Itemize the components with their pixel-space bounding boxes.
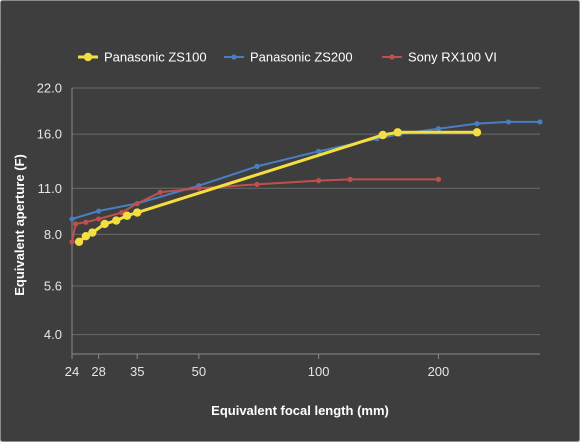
y-tick-label: 4.0 <box>44 327 62 342</box>
x-tick-label: 100 <box>308 364 330 379</box>
data-point <box>83 219 89 225</box>
legend-swatch-marker <box>83 52 93 62</box>
x-tick-label: 200 <box>428 364 450 379</box>
series-panasonic-zs100 <box>74 128 482 247</box>
data-point <box>88 228 97 237</box>
y-tick-label: 22.0 <box>37 81 62 96</box>
legend-label: Panasonic ZS100 <box>104 50 207 65</box>
legend: Panasonic ZS100 Panasonic ZS200 Sony RX100… <box>78 50 497 65</box>
gridlines <box>71 87 540 355</box>
data-point <box>122 211 132 220</box>
data-point <box>254 163 260 169</box>
legend-label: Sony RX100 VI <box>408 50 497 65</box>
data-point <box>72 221 79 227</box>
y-tick-label: 5.6 <box>44 278 62 293</box>
y-axis-ticks: 4.0 5.6 8.0 11.0 16.0 22.0 <box>37 81 62 343</box>
legend-item: Panasonic ZS200 <box>224 50 353 65</box>
data-point <box>157 189 163 195</box>
data-point <box>505 119 512 125</box>
data-point <box>81 231 91 241</box>
data-point <box>316 148 322 154</box>
legend-swatch-marker <box>231 54 237 60</box>
data-point <box>474 121 480 127</box>
data-point <box>119 209 125 216</box>
data-point <box>316 178 322 184</box>
x-tick-label: 24 <box>65 364 79 379</box>
data-point <box>254 181 260 188</box>
x-tick-label: 28 <box>91 364 105 379</box>
data-point <box>435 126 442 132</box>
legend-label: Panasonic ZS200 <box>250 50 353 65</box>
data-point <box>134 200 140 207</box>
data-point <box>378 130 388 140</box>
data-point <box>96 208 102 214</box>
data-point <box>196 185 202 191</box>
y-tick-label: 8.0 <box>44 227 62 242</box>
data-point <box>69 239 75 245</box>
legend-item: Panasonic ZS100 <box>78 50 207 65</box>
data-point <box>112 216 121 225</box>
x-axis-ticks: 24 28 35 50 100 200 <box>65 354 450 379</box>
data-point <box>472 128 482 137</box>
x-axis-title: Equivalent focal length (mm) <box>211 403 389 418</box>
data-point <box>96 216 102 222</box>
data-point <box>133 208 142 217</box>
series-layer <box>69 119 543 247</box>
data-point <box>69 216 75 222</box>
data-point <box>100 219 109 229</box>
data-point <box>74 237 84 247</box>
x-tick-label: 35 <box>130 364 144 379</box>
x-tick-label: 50 <box>192 364 206 379</box>
y-tick-label: 16.0 <box>37 127 62 142</box>
data-point <box>435 176 442 182</box>
y-tick-label: 11.0 <box>38 181 62 196</box>
series-sony-rx100-vi <box>69 176 442 245</box>
legend-item: Sony RX100 VI <box>382 50 497 65</box>
data-point <box>347 176 353 182</box>
legend-swatch-marker <box>389 54 395 60</box>
data-point <box>537 119 543 125</box>
data-point <box>393 128 402 137</box>
y-axis-title: Equivalent aperture (F) <box>12 154 27 296</box>
